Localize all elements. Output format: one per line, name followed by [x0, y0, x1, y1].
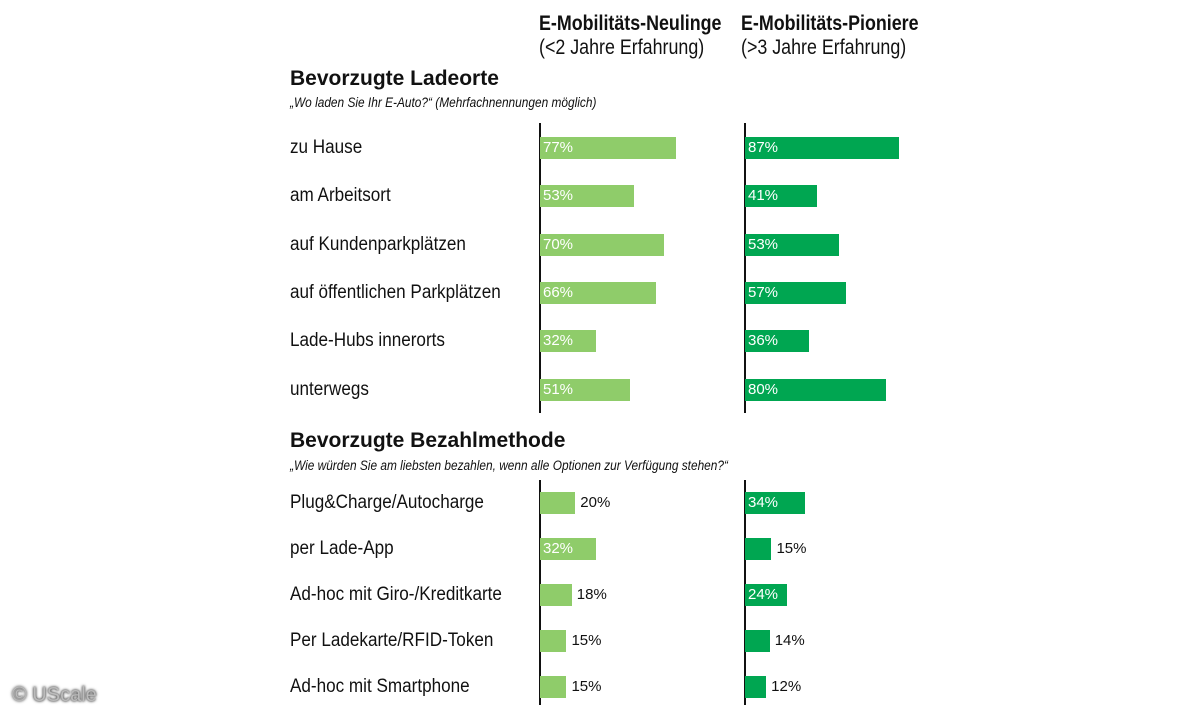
bar — [745, 584, 788, 606]
series-header-neulinge: E-Mobilitäts-Neulinge (<2 Jahre Erfahrun… — [539, 12, 721, 60]
data-label: 24% — [748, 586, 779, 603]
bar — [540, 378, 630, 401]
data-label: 15% — [571, 632, 602, 649]
category-label: Ad-hoc mit Smartphone — [290, 676, 470, 697]
category-label: per Lade-App — [290, 538, 394, 559]
bar — [540, 584, 572, 606]
bar — [745, 676, 767, 698]
category-label: zu Hause — [290, 137, 363, 158]
category-label: Lade-Hubs innerorts — [290, 330, 445, 352]
data-label: 15% — [776, 540, 807, 557]
bar — [745, 492, 805, 514]
bar — [745, 137, 899, 159]
section-title-ladeorte: Bevorzugte Ladeorte — [290, 67, 499, 90]
bar — [540, 630, 567, 652]
axis-line — [539, 123, 541, 413]
data-label: 32% — [543, 332, 574, 350]
bar — [745, 330, 809, 353]
category-label: auf Kundenparkplätzen — [290, 233, 466, 255]
section-title-bezahlmethode: Bevorzugte Bezahlmethode — [290, 429, 566, 452]
series-name: E-Mobilitäts-Pioniere — [741, 12, 919, 35]
data-label: 34% — [748, 494, 779, 511]
data-label: 12% — [771, 678, 802, 695]
data-label: 57% — [748, 283, 779, 301]
data-label: 15% — [571, 678, 602, 695]
bar — [540, 185, 634, 208]
series-subtitle: (>3 Jahre Erfahrung) — [741, 36, 907, 59]
bar — [745, 233, 839, 256]
data-label: 87% — [748, 139, 779, 156]
category-label: Plug&Charge/Autocharge — [290, 492, 484, 513]
category-label: unterwegs — [290, 378, 369, 400]
data-label: 41% — [748, 187, 779, 205]
data-label: 53% — [543, 187, 574, 205]
data-label: 70% — [543, 235, 574, 253]
bar — [745, 281, 846, 304]
category-label: am Arbeitsort — [290, 185, 391, 207]
bar — [540, 676, 567, 698]
series-name: E-Mobilitäts-Neulinge — [539, 12, 722, 35]
data-label: 36% — [748, 332, 779, 350]
series-subtitle: (<2 Jahre Erfahrung) — [539, 36, 705, 59]
series-header-pioniere: E-Mobilitäts-Pioniere (>3 Jahre Erfahrun… — [741, 12, 919, 60]
bar — [745, 378, 887, 401]
bar — [540, 330, 597, 353]
bar — [540, 233, 664, 256]
data-label: 80% — [748, 380, 779, 398]
data-label: 14% — [774, 632, 805, 649]
axis-line — [744, 123, 746, 413]
data-label: 18% — [576, 586, 607, 603]
bar — [540, 492, 576, 514]
bar — [540, 281, 657, 304]
category-label: auf öffentlichen Parkplätzen — [290, 281, 501, 303]
data-label: 32% — [543, 540, 574, 557]
category-label: Ad-hoc mit Giro-/Kreditkarte — [290, 584, 502, 605]
bar — [540, 538, 597, 560]
section-subtitle-bezahlmethode: „Wie würden Sie am liebsten bezahlen, we… — [290, 458, 728, 473]
data-label: 51% — [543, 380, 574, 398]
watermark-logo: © UScale — [12, 684, 97, 706]
data-label: 20% — [580, 494, 611, 511]
bar — [745, 630, 770, 652]
data-label: 77% — [543, 139, 574, 156]
bar — [745, 538, 772, 560]
bar — [745, 185, 818, 208]
data-label: 53% — [748, 235, 779, 253]
category-label: Per Ladekarte/RFID-Token — [290, 630, 494, 651]
section-subtitle-ladeorte: „Wo laden Sie Ihr E-Auto?“ (Mehrfachnenn… — [290, 95, 597, 110]
bar — [540, 137, 676, 159]
data-label: 66% — [543, 283, 574, 301]
